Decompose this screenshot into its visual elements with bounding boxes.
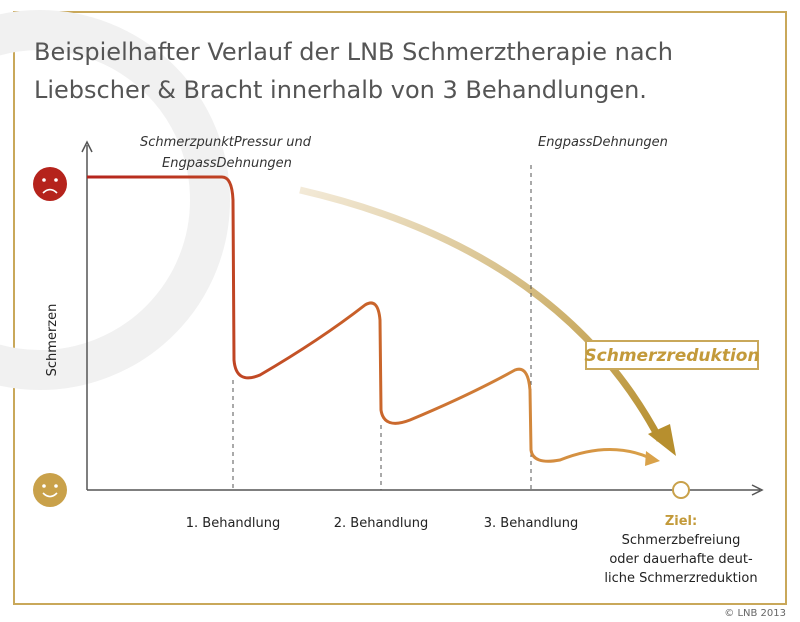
goal-text: liche Schmerzreduktion (604, 571, 757, 586)
y-axis-label: Schmerzen (45, 304, 60, 377)
trend-arrowhead (648, 424, 676, 456)
trend-label: Schmerzreduktion (584, 346, 759, 366)
title-line: Beispielhafter Verlauf der LNB Schmerzth… (34, 38, 673, 66)
title-line: Liebscher & Bracht innerhalb von 3 Behan… (34, 76, 647, 104)
x-arrow (751, 484, 764, 496)
trend-box (585, 340, 759, 370)
frame (13, 11, 787, 605)
step-label: 2. Behandlung (334, 516, 429, 531)
goal-text: Schmerzbefreiung (622, 533, 741, 548)
annotation: SchmerzpunktPressur und (140, 135, 312, 150)
curve-arrowhead (645, 451, 660, 466)
step-label: 1. Behandlung (186, 516, 281, 531)
y-arrow (81, 140, 93, 153)
goal-heading: Ziel: (665, 514, 697, 529)
pain-curve (87, 175, 651, 463)
copyright: © LNB 2013 (724, 608, 786, 619)
step-label: 3. Behandlung (484, 516, 579, 531)
goal-point (672, 481, 690, 499)
happy-face (33, 473, 67, 507)
trend-arrow (299, 186, 664, 442)
annotation: EngpassDehnungen (162, 156, 292, 171)
background-arc (0, 10, 230, 390)
annotation: EngpassDehnungen (538, 135, 668, 150)
goal-text: oder dauerhafte deut- (609, 552, 753, 567)
sad-face (33, 167, 67, 201)
